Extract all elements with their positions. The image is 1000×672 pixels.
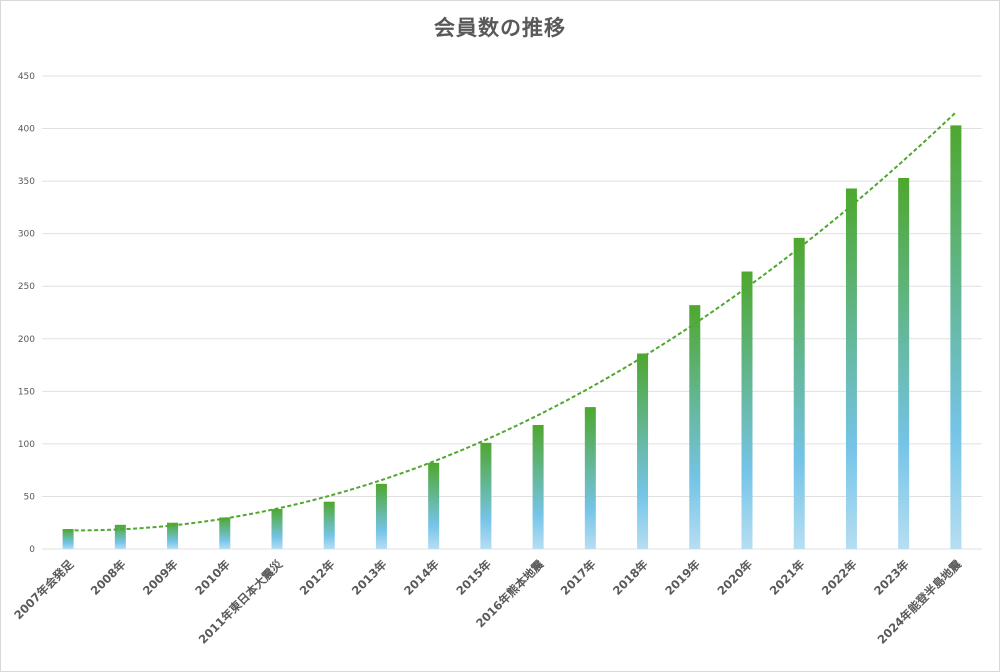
x-tick-label: 2023年 (871, 557, 912, 598)
x-tick-label: 2015年 (453, 557, 494, 598)
bar (114, 524, 126, 549)
bar (689, 305, 701, 549)
x-tick-label: 2019年 (662, 557, 703, 598)
x-tick-label: 2010年 (192, 557, 233, 598)
x-tick-label: 2007年会発足 (11, 557, 76, 622)
bar (584, 407, 596, 549)
bar (741, 271, 753, 549)
bar (793, 237, 805, 550)
y-tick-label: 200 (18, 335, 35, 345)
bars (62, 125, 962, 550)
bar (219, 517, 231, 549)
bar (532, 424, 544, 549)
bar (428, 462, 440, 549)
y-tick-label: 150 (18, 387, 35, 397)
y-tick-label: 250 (18, 282, 35, 292)
x-tick-label: 2017年 (558, 557, 599, 598)
x-tick-label: 2018年 (610, 557, 651, 598)
bar (167, 522, 179, 549)
bar (323, 501, 335, 549)
x-tick-label: 2014年 (401, 557, 442, 598)
y-tick-label: 50 (24, 492, 36, 502)
bar (845, 188, 857, 550)
bar (637, 353, 649, 549)
trendline-path (68, 111, 957, 532)
bar (950, 125, 962, 549)
x-tick-label: 2013年 (349, 557, 390, 598)
y-tick-label: 0 (29, 545, 35, 555)
bar (480, 442, 492, 549)
y-tick-label: 450 (18, 72, 35, 82)
x-tick-label: 2012年 (297, 557, 338, 598)
y-tick-label: 300 (18, 230, 35, 240)
y-axis-tick-labels: 0 50 100 150 200 250 300 350 400 450 (18, 72, 35, 555)
x-tick-label: 2008年 (88, 557, 129, 598)
y-tick-label: 350 (18, 177, 35, 187)
x-tick-label: 2021年 (767, 557, 808, 598)
x-tick-label: 2022年 (819, 557, 860, 598)
chart-title: 会員数の推移 (434, 16, 566, 40)
x-tick-label: 2009年 (140, 557, 181, 598)
gridlines (42, 75, 982, 550)
trendline (68, 111, 957, 532)
bar (898, 177, 910, 550)
bar (375, 483, 387, 549)
x-tick-label: 2020年 (714, 557, 755, 598)
y-tick-label: 100 (18, 440, 35, 450)
y-tick-label: 400 (18, 125, 35, 135)
bar (62, 529, 74, 549)
bar (271, 509, 283, 549)
